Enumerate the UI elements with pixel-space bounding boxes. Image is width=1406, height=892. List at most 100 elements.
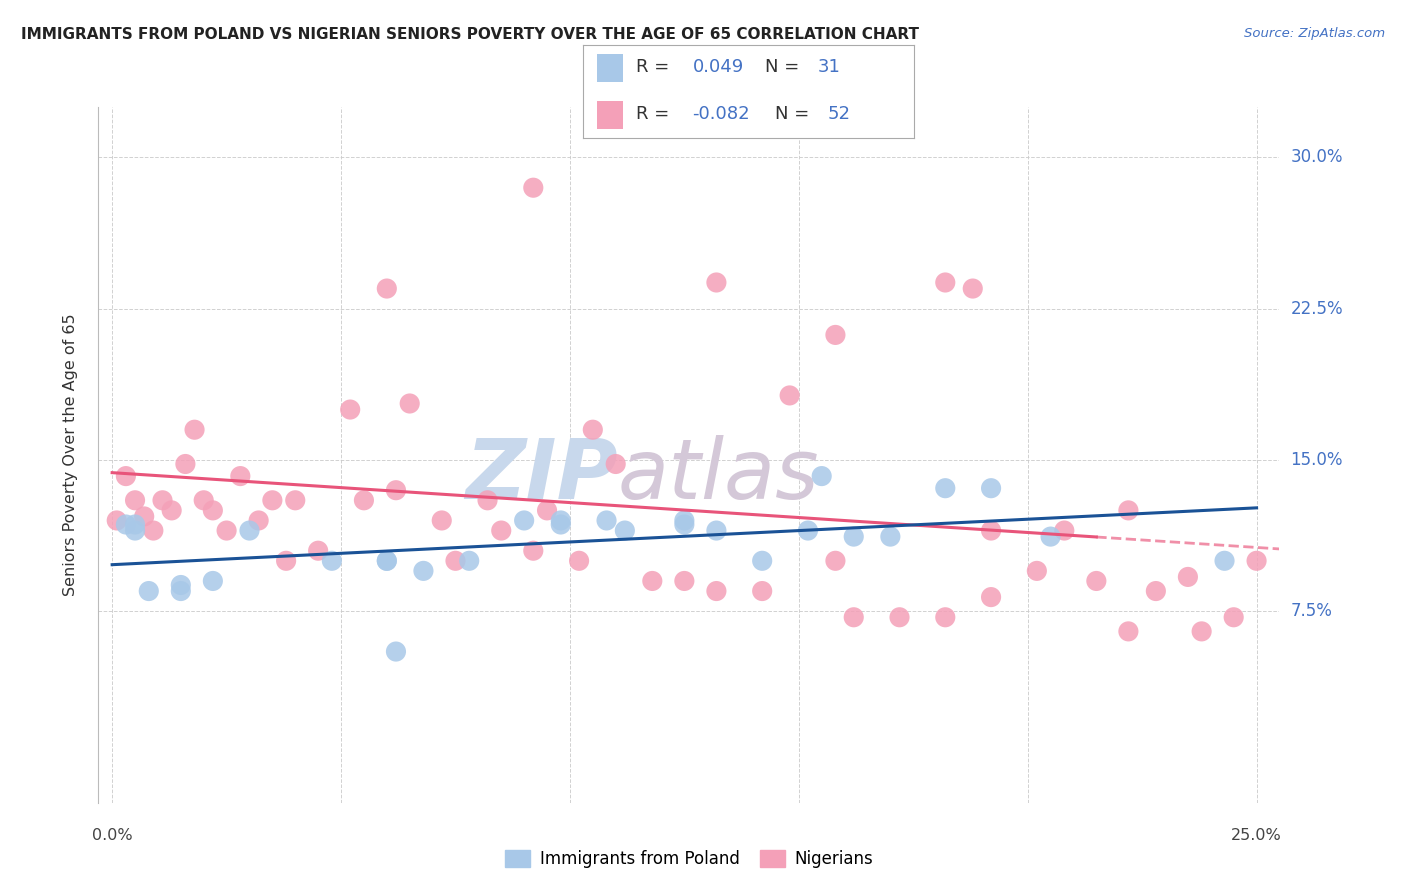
Point bbox=[134, 509, 156, 524]
Point bbox=[842, 530, 865, 544]
Point bbox=[124, 517, 146, 532]
Point bbox=[1085, 574, 1108, 588]
Point bbox=[613, 524, 636, 538]
Point bbox=[105, 513, 128, 527]
Point bbox=[522, 180, 544, 194]
Point bbox=[797, 524, 820, 538]
Text: N =: N = bbox=[775, 105, 815, 123]
Point bbox=[307, 543, 329, 558]
Point bbox=[215, 524, 238, 538]
Point bbox=[1053, 524, 1076, 538]
Point bbox=[641, 574, 664, 588]
Point bbox=[170, 584, 193, 599]
Point bbox=[673, 513, 696, 527]
Point bbox=[934, 276, 956, 290]
Point bbox=[824, 554, 846, 568]
Text: IMMIGRANTS FROM POLAND VS NIGERIAN SENIORS POVERTY OVER THE AGE OF 65 CORRELATIO: IMMIGRANTS FROM POLAND VS NIGERIAN SENIO… bbox=[21, 27, 920, 42]
Point bbox=[934, 610, 956, 624]
Point bbox=[582, 423, 605, 437]
Text: R =: R = bbox=[637, 58, 675, 76]
Point bbox=[124, 493, 146, 508]
Point bbox=[477, 493, 499, 508]
Point bbox=[536, 503, 558, 517]
Point bbox=[934, 481, 956, 495]
Point bbox=[375, 554, 398, 568]
Point bbox=[522, 543, 544, 558]
Point bbox=[1118, 503, 1140, 517]
Point bbox=[375, 554, 398, 568]
Text: ZIP: ZIP bbox=[465, 435, 619, 516]
Point bbox=[321, 554, 343, 568]
Point bbox=[284, 493, 307, 508]
Point bbox=[779, 388, 801, 402]
Legend: Immigrants from Poland, Nigerians: Immigrants from Poland, Nigerians bbox=[498, 843, 880, 874]
Point bbox=[375, 281, 398, 295]
Point bbox=[751, 554, 773, 568]
Point bbox=[1177, 570, 1199, 584]
Point bbox=[339, 402, 361, 417]
Point bbox=[751, 584, 773, 599]
Point bbox=[889, 610, 911, 624]
Point bbox=[247, 513, 270, 527]
Point bbox=[1191, 624, 1213, 639]
Point bbox=[160, 503, 183, 517]
Point bbox=[980, 590, 1002, 604]
Text: 22.5%: 22.5% bbox=[1291, 300, 1343, 318]
Point bbox=[385, 483, 408, 498]
Text: 25.0%: 25.0% bbox=[1232, 828, 1282, 843]
Point bbox=[138, 584, 160, 599]
Point bbox=[444, 554, 467, 568]
Point bbox=[142, 524, 165, 538]
Point bbox=[1025, 564, 1047, 578]
Point bbox=[1118, 624, 1140, 639]
Point bbox=[398, 396, 420, 410]
Point bbox=[980, 524, 1002, 538]
Point bbox=[962, 281, 984, 295]
Point bbox=[174, 457, 197, 471]
Point bbox=[1222, 610, 1244, 624]
FancyBboxPatch shape bbox=[596, 54, 623, 82]
Point bbox=[513, 513, 536, 527]
Point bbox=[238, 524, 260, 538]
Point bbox=[1213, 554, 1236, 568]
Point bbox=[595, 513, 617, 527]
Point bbox=[706, 276, 728, 290]
Text: -0.082: -0.082 bbox=[693, 105, 751, 123]
Point bbox=[980, 481, 1002, 495]
Text: 15.0%: 15.0% bbox=[1291, 451, 1343, 469]
Text: 31: 31 bbox=[818, 58, 841, 76]
Point bbox=[201, 503, 224, 517]
Point bbox=[274, 554, 297, 568]
Point bbox=[458, 554, 481, 568]
Point bbox=[193, 493, 215, 508]
Point bbox=[605, 457, 627, 471]
Point bbox=[170, 578, 193, 592]
Point bbox=[842, 610, 865, 624]
Point bbox=[1039, 530, 1062, 544]
Text: 30.0%: 30.0% bbox=[1291, 148, 1343, 167]
Point bbox=[706, 524, 728, 538]
Point bbox=[810, 469, 832, 483]
Text: 7.5%: 7.5% bbox=[1291, 602, 1333, 620]
Text: 0.049: 0.049 bbox=[693, 58, 744, 76]
Point bbox=[550, 513, 572, 527]
Point bbox=[673, 574, 696, 588]
Point bbox=[550, 517, 572, 532]
Text: atlas: atlas bbox=[619, 435, 820, 516]
Text: Source: ZipAtlas.com: Source: ZipAtlas.com bbox=[1244, 27, 1385, 40]
Point bbox=[1246, 554, 1268, 568]
Point bbox=[706, 584, 728, 599]
Point bbox=[430, 513, 453, 527]
Point bbox=[115, 469, 138, 483]
Point bbox=[262, 493, 284, 508]
Point bbox=[879, 530, 901, 544]
Point bbox=[1144, 584, 1167, 599]
Text: 52: 52 bbox=[828, 105, 851, 123]
Point bbox=[229, 469, 252, 483]
Point bbox=[115, 517, 138, 532]
Point bbox=[824, 327, 846, 342]
Point bbox=[124, 524, 146, 538]
Point bbox=[568, 554, 591, 568]
Point bbox=[385, 644, 408, 658]
Y-axis label: Seniors Poverty Over the Age of 65: Seniors Poverty Over the Age of 65 bbox=[63, 314, 77, 596]
